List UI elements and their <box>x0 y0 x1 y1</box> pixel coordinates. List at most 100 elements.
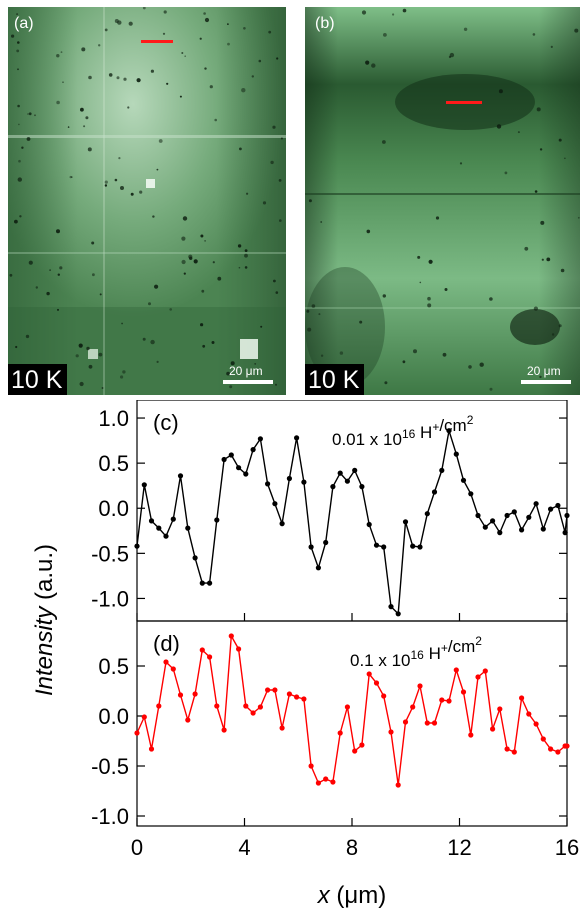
speck <box>152 215 155 218</box>
speck <box>577 216 580 219</box>
speck <box>75 354 79 358</box>
data-point <box>468 732 474 738</box>
speck <box>148 302 151 306</box>
y-tick-label: 0.5 <box>98 654 129 679</box>
speck <box>280 137 283 140</box>
speck <box>230 361 235 366</box>
data-point <box>562 530 568 536</box>
temperature-label-b: 10 K <box>305 364 365 395</box>
speck <box>204 240 207 242</box>
speck <box>104 180 108 184</box>
speck <box>229 385 233 389</box>
speck <box>318 313 321 316</box>
speck <box>241 88 246 93</box>
speck <box>214 118 217 122</box>
data-point <box>156 703 162 709</box>
data-point <box>337 730 343 736</box>
image-a-texture <box>8 7 286 395</box>
data-point <box>381 544 387 550</box>
speck <box>227 23 229 25</box>
speck <box>188 254 193 259</box>
speck <box>142 7 146 10</box>
speck <box>166 82 169 85</box>
speck <box>558 324 562 328</box>
data-point <box>185 525 191 531</box>
speck <box>270 160 274 165</box>
data-point <box>475 512 481 519</box>
speck <box>91 241 95 245</box>
speck <box>57 308 59 311</box>
speck <box>541 258 544 261</box>
data-point <box>511 749 517 755</box>
speck <box>550 45 553 49</box>
speck <box>468 365 472 369</box>
speck <box>402 360 406 364</box>
speck <box>136 78 141 83</box>
speck <box>26 137 31 141</box>
data-point <box>163 533 169 539</box>
data-point <box>148 518 155 524</box>
data-point <box>301 479 307 485</box>
speck <box>28 112 32 116</box>
speck <box>382 294 386 298</box>
speck <box>238 266 241 269</box>
intensity-profile-chart: 1.00.50.0-0.5-1.0(c)0.01 x 1016 H+/cm2 0… <box>31 400 579 909</box>
speck <box>19 215 22 218</box>
y-tick-label: 1.0 <box>98 406 129 431</box>
data-point <box>301 696 307 702</box>
data-point <box>141 714 147 720</box>
data-point <box>519 527 525 533</box>
data-point <box>330 484 336 490</box>
data-point <box>446 428 452 434</box>
speck <box>69 175 72 179</box>
data-point <box>395 611 401 617</box>
annotation-superscript: + <box>432 420 439 434</box>
speck <box>87 147 92 152</box>
microscopy-image-a: (a) 10 K 20 μm <box>8 7 286 395</box>
speck <box>200 234 204 238</box>
data-point <box>395 782 401 788</box>
speck <box>272 125 276 129</box>
speck <box>359 320 363 324</box>
data-point <box>402 719 409 725</box>
panel-label-b: (b) <box>315 15 335 32</box>
speck <box>92 273 95 277</box>
speck <box>81 47 86 52</box>
speck <box>532 33 536 36</box>
data-point <box>286 691 292 697</box>
y-tick-label: 0.0 <box>98 704 129 729</box>
speck <box>534 190 538 193</box>
data-point <box>199 647 205 653</box>
dose-annotation: 0.1 x 1016 H+/cm2 <box>350 634 482 670</box>
speck <box>217 276 222 281</box>
speck <box>182 216 188 221</box>
speck <box>268 30 272 34</box>
data-point <box>134 730 140 736</box>
speck <box>181 259 186 265</box>
data-point <box>272 687 278 693</box>
speck <box>517 131 520 134</box>
microscopy-image-b: (b) 10 K 20 μm <box>305 7 580 395</box>
y-axis-var: Intensity <box>31 605 58 696</box>
scale-bar-a <box>223 380 273 384</box>
speck <box>162 32 166 35</box>
speck <box>142 337 146 341</box>
data-point <box>294 694 300 700</box>
speck <box>371 63 376 68</box>
speck <box>504 171 508 175</box>
speck <box>104 28 108 32</box>
speck <box>365 60 370 65</box>
data-point <box>257 436 263 442</box>
speck <box>564 157 566 160</box>
data-point <box>344 704 350 710</box>
data-point <box>207 654 213 660</box>
speck <box>184 55 186 57</box>
speck <box>307 327 312 332</box>
data-point <box>504 746 510 752</box>
data-point <box>453 667 459 673</box>
annotation-superscript: 16 <box>411 648 425 662</box>
speck <box>435 216 440 220</box>
speck <box>158 139 163 143</box>
data-point <box>446 698 452 704</box>
data-point <box>214 703 220 709</box>
